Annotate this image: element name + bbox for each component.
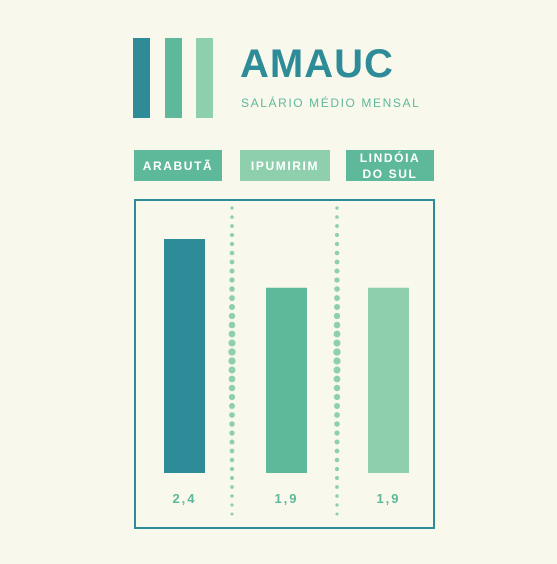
- divider-dot: [228, 312, 236, 320]
- divider-dot: [334, 412, 340, 418]
- divider-dot: [335, 206, 339, 210]
- value-label-2: 1,9: [274, 491, 298, 506]
- divider-dot: [335, 512, 339, 516]
- divider-dot: [230, 206, 234, 210]
- divider-dot: [229, 448, 235, 454]
- divider-dot: [334, 241, 340, 247]
- divider-dot: [228, 375, 236, 383]
- chart-frame: [134, 199, 435, 529]
- divider-dot: [333, 384, 341, 392]
- divider-dot: [334, 268, 340, 274]
- page-subtitle: SALÁRIO MÉDIO MENSAL: [241, 96, 421, 110]
- divider-dot: [334, 403, 340, 409]
- divider-dot: [229, 457, 235, 463]
- divider-dot: [228, 357, 236, 365]
- value-labels-group: 2,4 1,9 1,9: [172, 491, 400, 506]
- divider-dot: [334, 277, 340, 283]
- divider-dot: [333, 357, 341, 365]
- divider-dot: [228, 321, 236, 329]
- divider-dot: [333, 393, 341, 401]
- divider-dot: [228, 366, 236, 374]
- divider-dot: [229, 232, 235, 238]
- logo-bar-3: [196, 38, 213, 118]
- divider-dot: [334, 232, 340, 238]
- divider-dot: [334, 448, 340, 454]
- divider-dot: [334, 439, 340, 445]
- divider-dot: [229, 295, 235, 301]
- logo-bar-1: [133, 38, 150, 118]
- divider-dot: [335, 494, 339, 498]
- divider-dot: [229, 241, 235, 247]
- logo-bar-2: [165, 38, 182, 118]
- divider-dot: [229, 475, 235, 481]
- divider-dot: [333, 348, 341, 356]
- divider-dot: [334, 421, 340, 427]
- divider-dot: [333, 366, 341, 374]
- divider-dot: [229, 403, 235, 409]
- divider-dot: [333, 321, 341, 329]
- divider-dot: [333, 339, 341, 347]
- divider-dot: [230, 503, 234, 507]
- category-label-lindoia-do-sul: LINDÓIA DO SUL: [346, 150, 434, 181]
- divider-dot: [229, 277, 235, 283]
- divider-dot: [334, 466, 340, 472]
- category-label-arabuta: ARABUTÃ: [134, 150, 222, 181]
- divider-dot: [334, 430, 340, 436]
- divider-dot: [229, 259, 235, 265]
- divider-dot: [229, 439, 235, 445]
- divider-dot: [229, 250, 235, 256]
- page-title: AMAUC: [240, 42, 394, 86]
- divider-dot: [230, 224, 234, 228]
- divider-dot: [229, 421, 235, 427]
- divider-dot: [229, 430, 235, 436]
- bar-3: [368, 287, 409, 473]
- divider-dot: [335, 485, 339, 489]
- divider-dot: [230, 512, 234, 516]
- dotted-dividers: [228, 206, 341, 516]
- value-label-3: 1,9: [376, 491, 400, 506]
- divider-dot: [333, 330, 341, 338]
- divider-dot: [229, 412, 235, 418]
- divider-dot: [334, 295, 340, 301]
- divider-dot: [228, 384, 236, 392]
- divider-dot: [335, 503, 339, 507]
- divider-dot: [229, 268, 235, 274]
- divider-dot: [333, 303, 341, 311]
- divider-dot: [228, 339, 236, 347]
- category-label-ipumirim: IPUMIRIM: [240, 150, 330, 181]
- divider-dot: [228, 393, 236, 401]
- bar-1: [164, 239, 205, 473]
- divider-dot: [229, 286, 235, 292]
- divider-dot: [334, 475, 340, 481]
- divider-dot: [334, 457, 340, 463]
- divider-dot: [333, 375, 341, 383]
- bar-2: [266, 287, 307, 473]
- value-label-1: 2,4: [172, 491, 196, 506]
- divider-dot: [335, 224, 339, 228]
- divider-dot: [333, 312, 341, 320]
- divider-dot: [230, 485, 234, 489]
- bars-group: [164, 239, 409, 473]
- divider-dot: [230, 494, 234, 498]
- divider-dot: [229, 466, 235, 472]
- divider-dot: [230, 215, 234, 219]
- divider-dot: [334, 259, 340, 265]
- divider-dot: [335, 215, 339, 219]
- divider-dot: [228, 303, 236, 311]
- divider-dot: [228, 348, 236, 356]
- divider-dot: [334, 286, 340, 292]
- divider-dot: [228, 330, 236, 338]
- divider-dot: [334, 250, 340, 256]
